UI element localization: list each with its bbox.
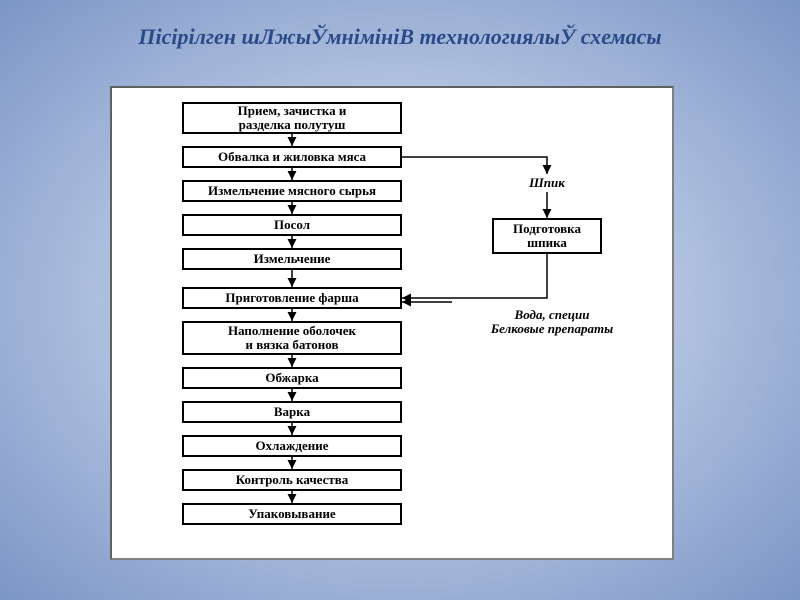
step-s8: Обжарка xyxy=(182,367,402,389)
step-s12: Упаковывание xyxy=(182,503,402,525)
side-label-lbl_water: Вода, специиБелковые препараты xyxy=(452,308,652,337)
step-s11: Контроль качества xyxy=(182,469,402,491)
step-s4: Посол xyxy=(182,214,402,236)
slide-title: Пісірілген шЛжыЎмнімініВ технологиялыЎ с… xyxy=(0,24,800,50)
step-s9: Варка xyxy=(182,401,402,423)
slide: Пісірілген шЛжыЎмнімініВ технологиялыЎ с… xyxy=(0,0,800,600)
step-s10: Охлаждение xyxy=(182,435,402,457)
step-s2: Обвалка и жиловка мяса xyxy=(182,146,402,168)
step-s3: Измельчение мясного сырья xyxy=(182,180,402,202)
step-s7: Наполнение оболочеки вязка батонов xyxy=(182,321,402,355)
side-label-lbl_shpik: Шпик xyxy=(492,176,602,190)
step-s5: Измельчение xyxy=(182,248,402,270)
side-box-shpik_prep: Подготовкашпика xyxy=(492,218,602,254)
step-s1: Прием, зачистка иразделка полутуш xyxy=(182,102,402,134)
step-s6: Приготовление фарша xyxy=(182,287,402,309)
flowchart-panel: Прием, зачистка иразделка полутуш Обвалка… xyxy=(110,86,674,560)
flowchart-inner: Прием, зачистка иразделка полутуш Обвалка… xyxy=(112,88,672,558)
